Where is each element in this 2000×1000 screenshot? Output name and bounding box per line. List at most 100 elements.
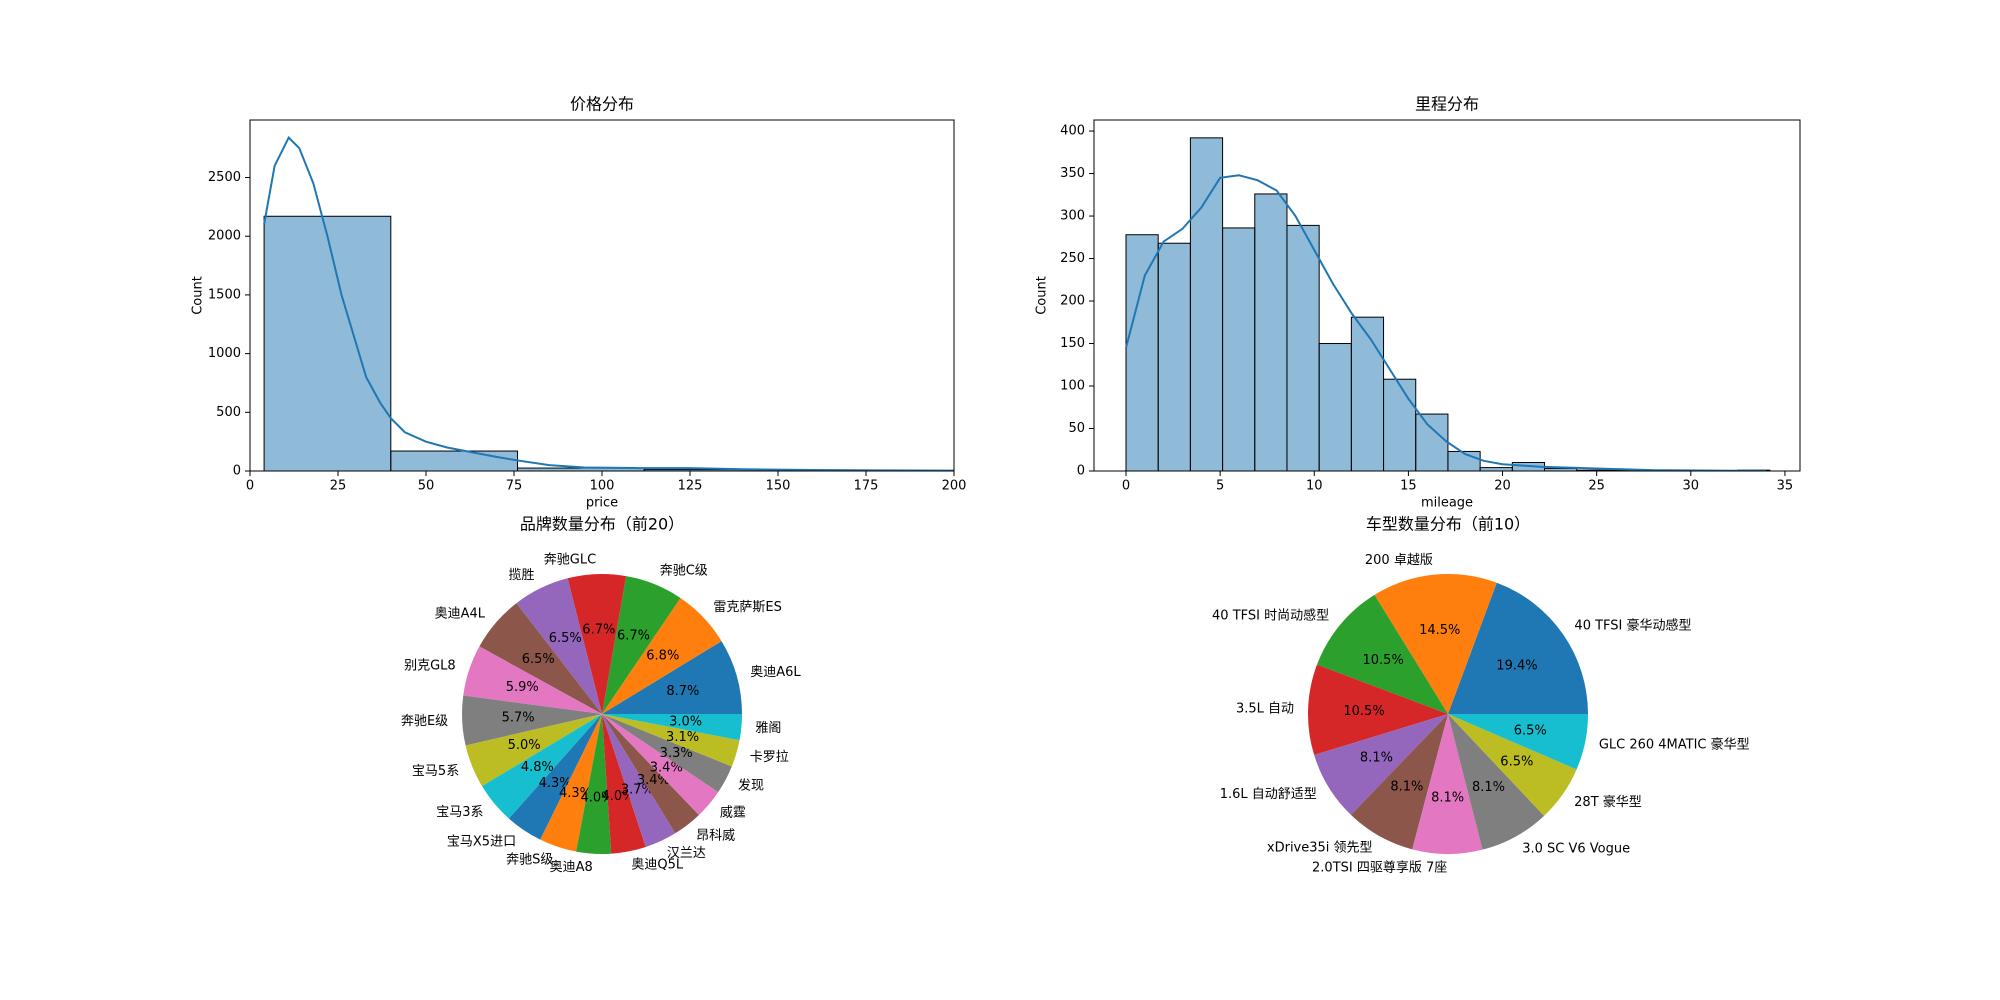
slice-label: 3.5L 自动 bbox=[1236, 702, 1294, 717]
bar bbox=[1286, 224, 1320, 471]
kde-line bbox=[1125, 174, 1767, 471]
slice-label: GLC 260 4MATIC 豪华型 bbox=[1599, 737, 1750, 753]
plot-area bbox=[263, 135, 954, 471]
y-tick-label: 0 bbox=[233, 464, 241, 479]
bar bbox=[1415, 413, 1449, 471]
y-tick-label: 2000 bbox=[208, 229, 241, 244]
slice-label: 奥迪Q5L bbox=[631, 858, 684, 873]
slice-label: 雅阁 bbox=[755, 721, 781, 736]
slice-label: 揽胜 bbox=[509, 567, 535, 583]
x-tick-label: 25 bbox=[330, 479, 347, 494]
pie-slice bbox=[465, 714, 602, 787]
x-tick-label: 100 bbox=[590, 479, 615, 494]
x-tick-label: 20 bbox=[1494, 479, 1511, 494]
x-tick-label: 175 bbox=[854, 479, 879, 494]
pie-slice bbox=[1350, 714, 1448, 850]
slice-label: 威霆 bbox=[720, 806, 746, 821]
bar bbox=[1157, 242, 1191, 471]
slice-label: 奔驰C级 bbox=[660, 564, 708, 579]
chart-title: 里程分布 bbox=[1415, 95, 1479, 114]
y-tick-label: 50 bbox=[1068, 421, 1085, 436]
slice-percent: 6.5% bbox=[549, 631, 582, 646]
bar bbox=[1222, 227, 1256, 471]
bar bbox=[390, 450, 519, 471]
x-tick-label: 200 bbox=[942, 479, 967, 494]
slice-label: 40 TFSI 时尚动感型 bbox=[1212, 608, 1329, 624]
slice-label: 别克GL8 bbox=[404, 658, 456, 673]
pie-slice bbox=[602, 576, 681, 714]
pie-slice bbox=[463, 646, 602, 714]
x-tick-label: 125 bbox=[678, 479, 703, 494]
y-tick-label: 500 bbox=[216, 405, 241, 420]
pie-slice bbox=[1448, 714, 1545, 850]
bar bbox=[1318, 343, 1352, 471]
pie-slice bbox=[602, 714, 742, 741]
pie-slice bbox=[602, 714, 732, 793]
x-tick-label: 30 bbox=[1683, 479, 1700, 494]
slice-percent: 10.5% bbox=[1363, 653, 1404, 668]
slice-percent: 5.0% bbox=[508, 738, 541, 753]
slice-label: 40 TFSI 豪华动感型 bbox=[1574, 618, 1691, 634]
plot-area bbox=[1125, 137, 1771, 471]
slice-percent: 8.1% bbox=[1431, 790, 1464, 805]
chart-title: 车型数量分布（前10） bbox=[1366, 515, 1530, 534]
y-tick-label: 300 bbox=[1060, 209, 1085, 224]
pie-slice bbox=[602, 714, 719, 815]
slice-percent: 4.0% bbox=[580, 790, 613, 805]
slice-percent: 8.7% bbox=[666, 684, 699, 699]
slice-label: 卡罗拉 bbox=[750, 750, 789, 765]
slice-percent: 6.5% bbox=[1514, 723, 1547, 738]
slice-label: 奔驰S级 bbox=[506, 853, 553, 868]
chart-title: 价格分布 bbox=[570, 95, 634, 114]
pie-slice bbox=[1448, 582, 1588, 714]
pie-slice bbox=[1314, 714, 1448, 815]
x-tick-label: 50 bbox=[418, 479, 435, 494]
slice-label: 奥迪A4L bbox=[435, 606, 486, 621]
slice-percent: 10.5% bbox=[1343, 704, 1384, 719]
x-tick-label: 15 bbox=[1400, 479, 1417, 494]
chart-title: 品牌数量分布（前20） bbox=[520, 515, 684, 534]
y-tick-label: 400 bbox=[1060, 124, 1085, 139]
bar bbox=[1479, 467, 1513, 471]
bar bbox=[1350, 316, 1385, 471]
slice-label: 200 卓越版 bbox=[1365, 553, 1433, 568]
x-tick-label: 10 bbox=[1306, 479, 1323, 494]
slice-label: 宝马X5进口 bbox=[447, 834, 516, 849]
slice-label: xDrive35i 领先型 bbox=[1267, 841, 1373, 856]
slice-percent: 8.1% bbox=[1360, 750, 1393, 765]
pie-slice bbox=[602, 714, 740, 767]
slice-label: 奥迪A6L bbox=[750, 665, 801, 680]
bar bbox=[1383, 378, 1417, 471]
x-tick-label: 0 bbox=[1122, 479, 1130, 494]
slice-label: 3.0 SC V6 Vogue bbox=[1522, 841, 1630, 856]
slice-label: 发现 bbox=[738, 778, 764, 794]
slice-label: 28T 豪华型 bbox=[1574, 794, 1642, 810]
slice-percent: 3.7% bbox=[621, 783, 654, 798]
pie-slice bbox=[567, 574, 627, 714]
slice-percent: 3.4% bbox=[650, 761, 683, 776]
pie-slice bbox=[482, 714, 602, 819]
y-tick-label: 150 bbox=[1060, 336, 1085, 351]
pie-slice bbox=[602, 598, 722, 714]
y-tick-label: 1000 bbox=[208, 346, 241, 361]
axes-frame bbox=[1093, 119, 1801, 472]
pie-slice bbox=[516, 578, 602, 714]
x-axis-label: price bbox=[586, 496, 618, 511]
slice-percent: 6.8% bbox=[646, 649, 679, 664]
x-tick-label: 35 bbox=[1777, 479, 1794, 494]
slice-label: 汉兰达 bbox=[667, 846, 706, 861]
y-tick-label: 0 bbox=[1077, 464, 1085, 479]
slice-label: 奔驰GLC bbox=[544, 553, 596, 568]
y-axis-label: Count bbox=[1035, 276, 1050, 315]
pie-slice bbox=[508, 714, 602, 840]
y-tick-label: 1500 bbox=[208, 287, 241, 302]
bar bbox=[1254, 193, 1288, 471]
slice-label: 雷克萨斯ES bbox=[713, 600, 781, 615]
y-tick-label: 100 bbox=[1060, 379, 1085, 394]
bar bbox=[1189, 137, 1224, 471]
pie-slice bbox=[540, 714, 602, 852]
slice-percent: 3.0% bbox=[669, 714, 702, 729]
pie-slice bbox=[576, 714, 612, 854]
slice-percent: 5.9% bbox=[506, 680, 539, 695]
